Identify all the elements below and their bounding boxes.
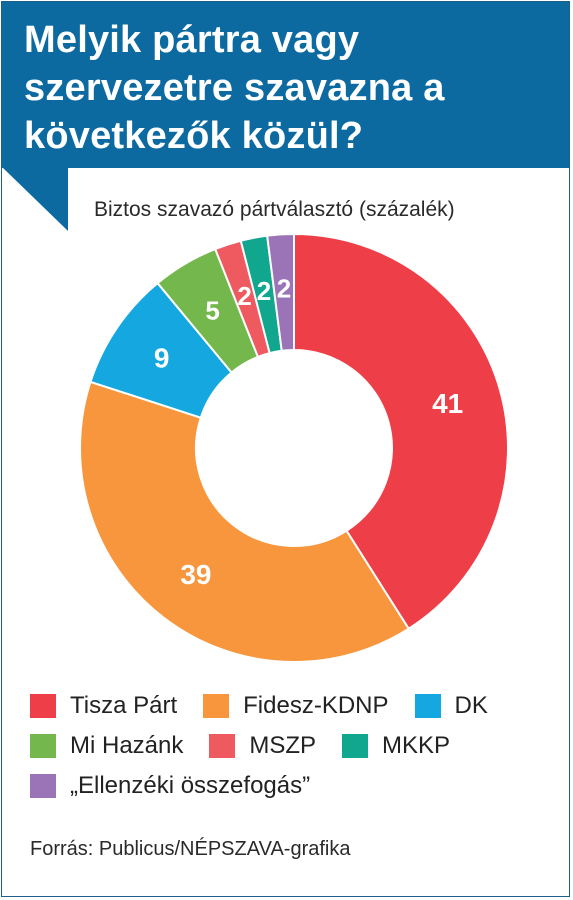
source-note: Forrás: Publicus/NÉPSZAVA-grafika <box>30 838 351 860</box>
slice-value-label: 39 <box>180 559 211 590</box>
slice-value-label: 41 <box>432 388 463 419</box>
legend-row: Tisza Párt Fidesz-KDNP DK <box>30 686 550 726</box>
legend-swatch <box>203 694 230 718</box>
legend-label: Mi Hazánk <box>70 732 184 759</box>
donut-slice <box>79 380 411 663</box>
legend-row: Mi Hazánk MSZP MKKP <box>30 726 550 766</box>
donut-slice <box>266 232 295 352</box>
legend-swatch <box>209 734 236 758</box>
legend-item-ellenzeki: „Ellenzéki összefogás” <box>30 772 310 800</box>
legend-item-mszp: MSZP <box>209 732 316 760</box>
legend-item-mi-hazank: Mi Hazánk <box>30 732 183 760</box>
legend-label: „Ellenzéki összefogás” <box>70 772 311 799</box>
legend-row: „Ellenzéki összefogás” <box>30 766 550 806</box>
legend-label: Tisza Párt <box>70 692 178 719</box>
legend-item-dk: DK <box>414 692 488 720</box>
legend-swatch <box>30 694 56 718</box>
legend-swatch <box>30 774 56 798</box>
legend-item-mkkp: MKKP <box>342 732 450 760</box>
legend-label: Fidesz-KDNP <box>243 692 389 719</box>
header-banner: Melyik pártra vagy szervezetre szavazna … <box>2 2 569 168</box>
legend-swatch <box>414 694 441 718</box>
legend-swatch <box>342 734 369 758</box>
slice-value-label: 2 <box>257 276 271 306</box>
legend-item-fidesz: Fidesz-KDNP <box>203 692 389 720</box>
slice-value-label: 9 <box>154 343 170 374</box>
legend-item-tisza: Tisza Párt <box>30 692 177 720</box>
legend-label: DK <box>454 692 488 719</box>
chart-title: Melyik pártra vagy szervezetre szavazna … <box>24 19 445 157</box>
slice-value-label: 2 <box>237 281 251 311</box>
slice-value-label: 5 <box>205 295 219 325</box>
legend-label: MKKP <box>382 732 451 759</box>
legend: Tisza Párt Fidesz-KDNP DK Mi Hazánk MSZP <box>30 686 550 806</box>
legend-label: MSZP <box>249 732 317 759</box>
chart-subtitle: Biztos szavazó pártválasztó (százalék) <box>94 198 455 221</box>
donut-slice <box>293 232 509 631</box>
slice-value-label: 2 <box>277 273 291 303</box>
legend-swatch <box>30 734 56 758</box>
header-notch <box>2 167 68 231</box>
